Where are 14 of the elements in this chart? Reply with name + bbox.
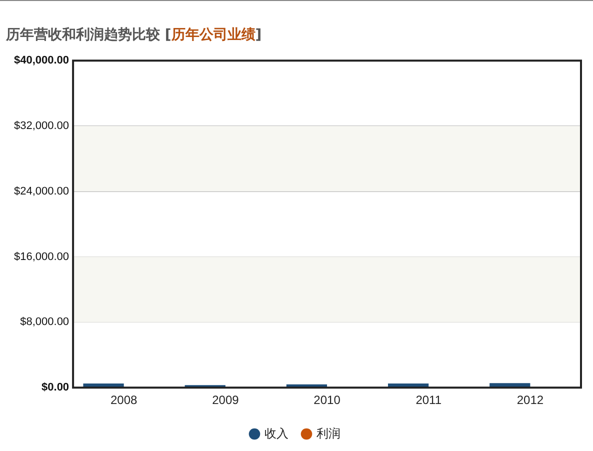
legend-label: 利润 — [316, 426, 340, 440]
legend-label: 收入 — [264, 426, 288, 440]
y-tick-label: $0.00 — [42, 382, 70, 394]
x-tick-label: 2009 — [212, 393, 240, 408]
x-tick-label: 2012 — [516, 393, 544, 408]
y-tick-label: $8,000.00 — [20, 316, 70, 328]
y-tick-label: $16,000.00 — [14, 250, 70, 263]
x-tick-label: 2010 — [314, 393, 341, 408]
x-tick-label: 2008 — [110, 393, 138, 408]
chart-title: 历年营收和利润趋势比较 [历年公司业绩] — [6, 26, 262, 44]
y-tick-label: $24,000.00 — [14, 185, 70, 198]
y-tick-label: $40,000.00 — [14, 54, 70, 67]
y-tick-label: $32,000.00 — [14, 120, 70, 132]
x-tick-label: 2011 — [416, 393, 442, 408]
